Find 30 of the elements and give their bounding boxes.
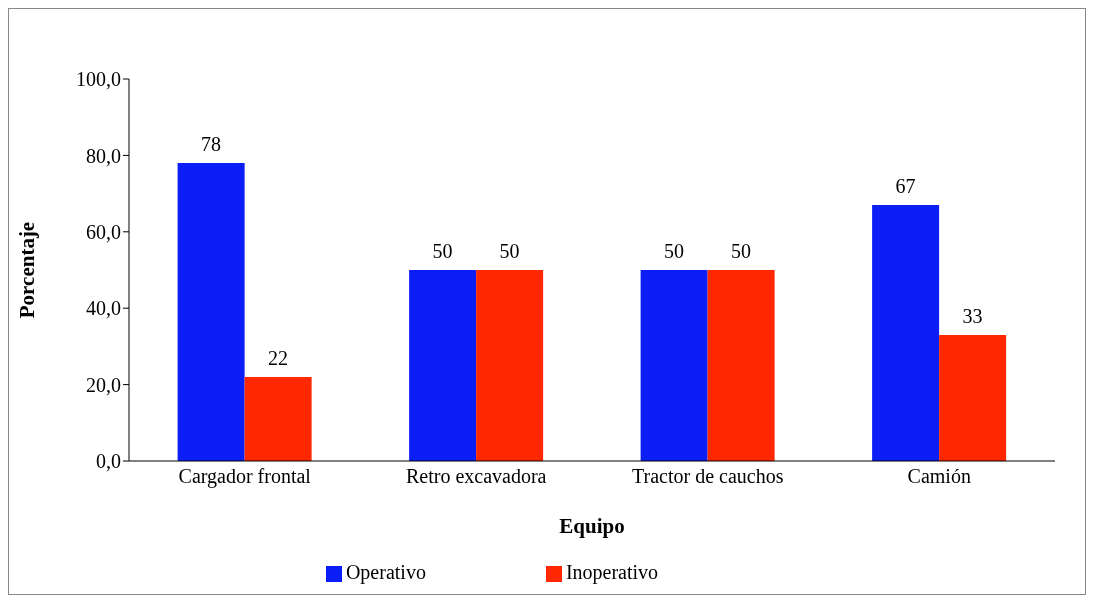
data-label: 50 (499, 240, 520, 262)
x-tick-label: Cargador frontal (178, 465, 312, 489)
data-label: 33 (962, 304, 983, 327)
legend-label: Operativo (345, 561, 426, 583)
y-tick-label: 100,0 (76, 68, 121, 91)
data-label: 78 (201, 133, 222, 156)
bar (177, 163, 245, 461)
bar (939, 334, 1007, 461)
bar (872, 205, 940, 461)
bar (409, 270, 477, 461)
x-tick-label: Camión (907, 465, 971, 488)
legend-label: Inoperativo (565, 561, 659, 583)
x-axis-title: Equipo (559, 514, 625, 538)
y-axis-title: Porcentaje (15, 221, 40, 319)
data-label: 50 (432, 240, 453, 262)
data-label: 50 (731, 240, 752, 262)
data-label: 67 (895, 175, 916, 198)
y-tick-label: 20,0 (86, 373, 121, 396)
bar (476, 270, 544, 461)
data-label: 22 (268, 346, 289, 369)
y-tick-label: 0,0 (96, 450, 121, 473)
y-tick-label: 80,0 (86, 144, 121, 167)
y-tick-label: 40,0 (86, 297, 121, 320)
x-tick-label: Retro excavadora (406, 465, 547, 488)
bar (640, 270, 708, 461)
y-tick-label: 60,0 (86, 220, 121, 243)
x-tick-label: Tractor de cauchos (632, 465, 784, 488)
bar (244, 376, 312, 461)
bar (707, 270, 775, 461)
data-label: 50 (664, 240, 685, 262)
